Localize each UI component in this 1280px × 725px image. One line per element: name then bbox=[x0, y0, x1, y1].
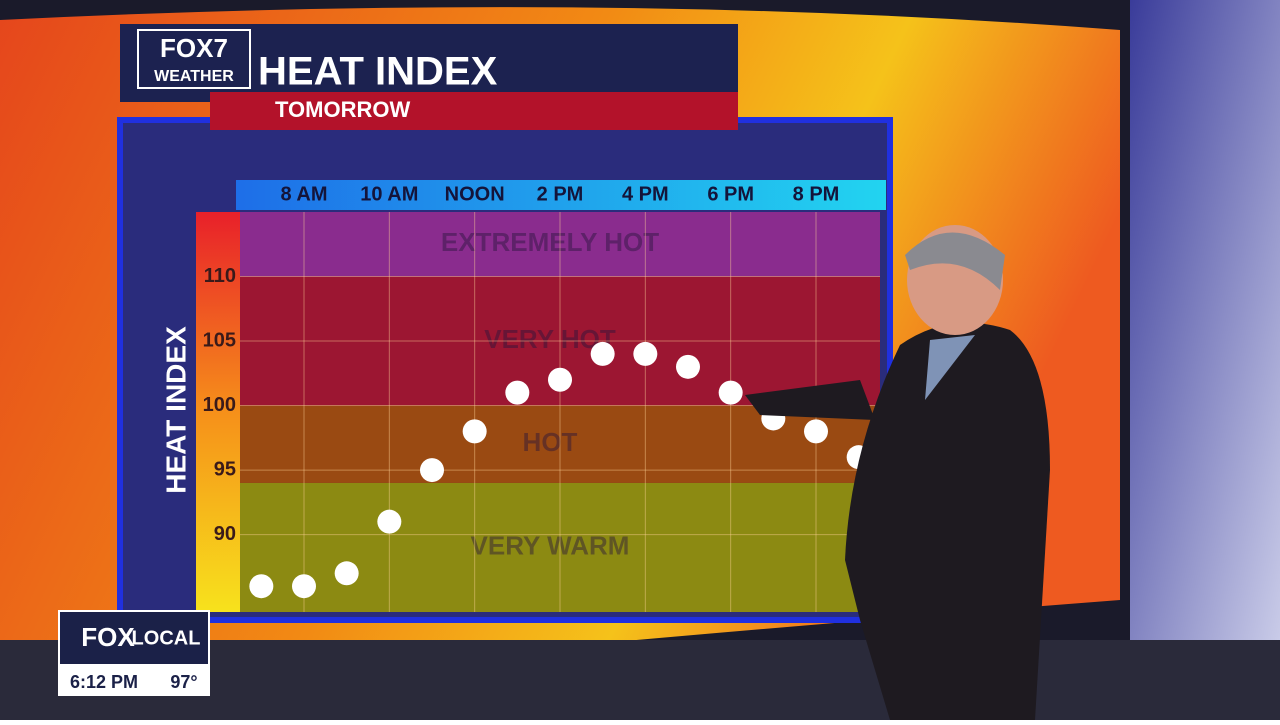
x-tick-label: NOON bbox=[445, 183, 505, 205]
x-tick-label: 8 PM bbox=[793, 183, 840, 205]
bug-temperature: 97° bbox=[170, 672, 197, 692]
floor bbox=[0, 640, 1280, 720]
data-point bbox=[420, 458, 444, 483]
y-tick-label: 95 bbox=[214, 458, 236, 480]
subtitle-bar bbox=[210, 92, 738, 130]
data-point bbox=[334, 561, 359, 586]
zone-label: VERY WARM bbox=[471, 530, 630, 560]
chart-title: HEAT INDEX bbox=[258, 50, 498, 94]
y-axis-label: HEAT INDEX bbox=[160, 326, 191, 494]
zone-label: HOT bbox=[523, 427, 578, 457]
zone bbox=[240, 212, 880, 277]
y-tick-label: 100 bbox=[203, 394, 236, 416]
zone bbox=[240, 482, 880, 612]
network-name: WEATHER bbox=[154, 68, 234, 85]
bug-time: 6:12 PM bbox=[70, 672, 138, 692]
y-strip bbox=[196, 212, 240, 612]
station-logo bbox=[137, 29, 251, 89]
data-point bbox=[804, 419, 828, 444]
chart-subtitle: TOMORROW bbox=[275, 97, 410, 122]
x-tick-label: 10 AM bbox=[360, 183, 418, 205]
studio-wall bbox=[1130, 0, 1280, 640]
x-tick-label: 2 PM bbox=[537, 183, 584, 205]
data-point bbox=[718, 380, 743, 405]
data-point bbox=[377, 509, 402, 534]
data-point bbox=[633, 341, 658, 366]
x-tick-label: 6 PM bbox=[707, 183, 754, 205]
data-point bbox=[590, 341, 615, 366]
zone-label: EXTREMELY HOT bbox=[441, 227, 659, 257]
data-point bbox=[462, 419, 487, 444]
bug-logo-right: LOCAL bbox=[132, 627, 201, 649]
y-tick-label: 110 bbox=[204, 265, 236, 287]
y-tick-label: 90 bbox=[214, 523, 236, 545]
data-point bbox=[548, 367, 572, 392]
x-header bbox=[236, 180, 886, 210]
bug-logo-bg bbox=[60, 612, 208, 664]
data-point bbox=[249, 574, 274, 599]
x-tick-label: 4 PM bbox=[622, 183, 669, 205]
station-name: FOX7 bbox=[160, 33, 228, 63]
y-tick-label: 105 bbox=[203, 329, 236, 351]
data-point bbox=[505, 380, 530, 405]
bug-logo-left: FOX bbox=[81, 622, 135, 652]
x-tick-label: 8 AM bbox=[280, 183, 327, 205]
data-point bbox=[292, 574, 316, 599]
presenter bbox=[745, 225, 1050, 720]
data-point bbox=[676, 354, 700, 379]
